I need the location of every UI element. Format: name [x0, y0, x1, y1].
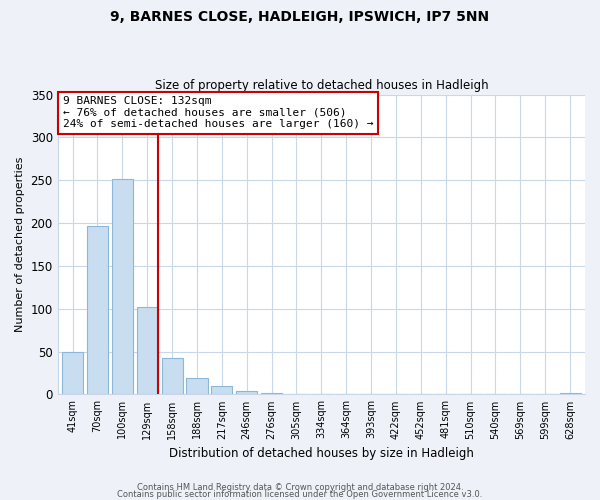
Bar	[62, 352, 83, 395]
Bar	[112, 178, 133, 394]
Bar	[236, 391, 257, 394]
Text: 9 BARNES CLOSE: 132sqm
← 76% of detached houses are smaller (506)
24% of semi-de: 9 BARNES CLOSE: 132sqm ← 76% of detached…	[63, 96, 373, 130]
Text: Contains public sector information licensed under the Open Government Licence v3: Contains public sector information licen…	[118, 490, 482, 499]
Bar	[87, 226, 108, 394]
Bar	[211, 386, 232, 394]
Bar	[187, 378, 208, 394]
X-axis label: Distribution of detached houses by size in Hadleigh: Distribution of detached houses by size …	[169, 447, 474, 460]
Bar	[261, 392, 282, 394]
Text: 9, BARNES CLOSE, HADLEIGH, IPSWICH, IP7 5NN: 9, BARNES CLOSE, HADLEIGH, IPSWICH, IP7 …	[110, 10, 490, 24]
Y-axis label: Number of detached properties: Number of detached properties	[15, 157, 25, 332]
Text: Contains HM Land Registry data © Crown copyright and database right 2024.: Contains HM Land Registry data © Crown c…	[137, 484, 463, 492]
Bar	[560, 392, 581, 394]
Bar	[161, 358, 182, 395]
Title: Size of property relative to detached houses in Hadleigh: Size of property relative to detached ho…	[155, 79, 488, 92]
Bar	[137, 307, 158, 394]
